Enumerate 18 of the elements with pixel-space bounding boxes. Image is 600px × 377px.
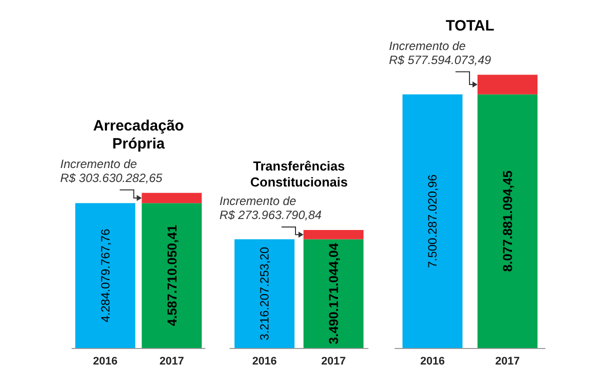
x-tick-label: 2017 bbox=[495, 356, 520, 368]
x-tick-label: 2017 bbox=[160, 356, 184, 368]
x-tick-label: 2016 bbox=[420, 356, 445, 368]
data-label: 4.284.079.767,76 bbox=[98, 228, 112, 322]
total-label: 3.490.171.044,04 bbox=[326, 242, 341, 344]
annotation: Incremento de R$ 273.963.790,84 bbox=[220, 194, 322, 222]
total-label: 4.587.710.050,41 bbox=[164, 224, 180, 326]
chart-title: Transferências Constitucionais bbox=[250, 158, 348, 190]
total-label: 8.077.881.094,45 bbox=[500, 170, 515, 272]
annotation: Incremento de R$ 577.594.073,49 bbox=[389, 38, 492, 67]
x-tick-label: 2017 bbox=[321, 356, 346, 368]
chart-title: TOTAL bbox=[446, 17, 494, 34]
x-tick-label: 2016 bbox=[93, 356, 118, 368]
annotation: Incremento de R$ 303.630.282,65 bbox=[60, 156, 163, 185]
x-tick-label: 2016 bbox=[252, 356, 277, 368]
data-label: 7.500.287.020,96 bbox=[426, 174, 440, 268]
chart-title: Arrecadação Própria bbox=[93, 117, 184, 152]
data-label: 3.216.207.253,20 bbox=[258, 246, 272, 340]
